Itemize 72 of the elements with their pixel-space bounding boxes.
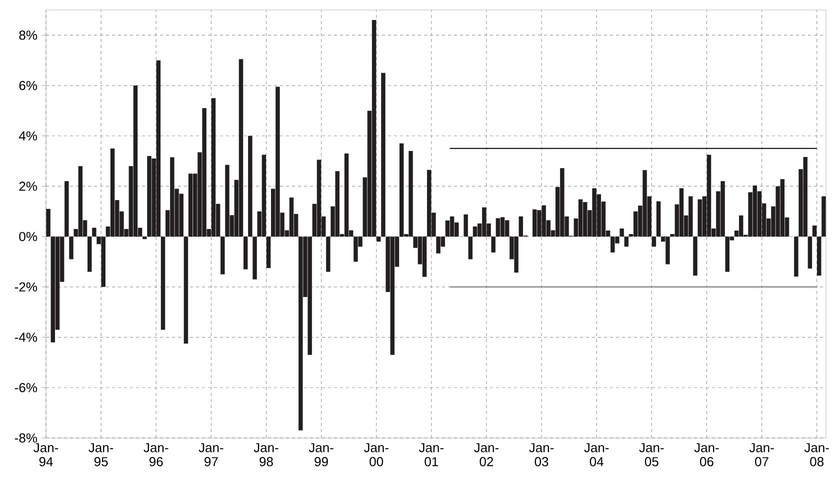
bar bbox=[706, 154, 712, 237]
y-tick-label: 2% bbox=[19, 182, 38, 191]
bar bbox=[133, 86, 138, 237]
bar bbox=[92, 228, 96, 237]
bar bbox=[381, 72, 386, 237]
bar bbox=[464, 214, 468, 237]
y-tick-label: -4% bbox=[14, 332, 38, 342]
y-tick-label: 8% bbox=[19, 30, 38, 40]
bar bbox=[679, 188, 684, 237]
bar bbox=[248, 136, 252, 237]
bar bbox=[262, 154, 266, 237]
bar bbox=[142, 236, 147, 240]
bar bbox=[624, 236, 629, 247]
bar bbox=[160, 236, 166, 330]
bar bbox=[64, 181, 69, 237]
bar bbox=[496, 218, 500, 237]
bar bbox=[266, 236, 271, 268]
y-tick-label: 6% bbox=[19, 80, 38, 90]
x-tick-label: Jan-05 bbox=[639, 443, 664, 466]
bar bbox=[822, 196, 826, 237]
x-tick-label: Jan-99 bbox=[308, 443, 334, 466]
bar bbox=[652, 236, 656, 247]
bar bbox=[500, 217, 505, 237]
bar bbox=[289, 198, 294, 237]
x-tick-label: Jan-96 bbox=[144, 443, 168, 466]
x-tick-label: Jan-07 bbox=[749, 443, 774, 466]
x-tick-label: Jan-97 bbox=[198, 443, 224, 466]
y-tick-label: 4% bbox=[18, 131, 38, 140]
x-tick-label: Jan-01 bbox=[418, 443, 444, 466]
bar bbox=[693, 236, 698, 276]
bar bbox=[472, 226, 478, 237]
bar bbox=[252, 236, 257, 280]
bar bbox=[184, 236, 188, 344]
x-tick-label: Jan-08 bbox=[804, 443, 829, 466]
bar bbox=[578, 199, 583, 237]
y-tick-label: -8% bbox=[14, 433, 38, 443]
bar bbox=[188, 174, 193, 237]
bar bbox=[422, 236, 427, 277]
bar bbox=[794, 236, 798, 277]
bar bbox=[491, 236, 496, 252]
y-tick-label: -2% bbox=[14, 282, 38, 292]
bar bbox=[344, 153, 349, 237]
x-tick-label: Jan-02 bbox=[474, 443, 499, 466]
bar bbox=[69, 236, 74, 260]
bar bbox=[50, 236, 56, 342]
bar bbox=[817, 236, 822, 276]
bar bbox=[620, 228, 624, 237]
y-tick-label: -6% bbox=[14, 383, 38, 392]
bar bbox=[812, 225, 817, 237]
bar bbox=[243, 236, 248, 270]
bar bbox=[238, 59, 244, 237]
bar bbox=[372, 20, 376, 237]
bar bbox=[211, 98, 216, 237]
x-tick-label: Jan-00 bbox=[364, 443, 388, 466]
bar bbox=[46, 208, 50, 237]
bar bbox=[808, 236, 812, 269]
bar bbox=[326, 236, 330, 272]
x-tick-label: Jan-95 bbox=[88, 443, 114, 466]
x-tick-label: Jan-04 bbox=[584, 443, 609, 466]
bar bbox=[316, 160, 322, 237]
x-tick-label: Jan-94 bbox=[34, 443, 58, 466]
bar bbox=[376, 236, 381, 242]
bar bbox=[656, 201, 661, 237]
x-tick-label: Jan-03 bbox=[529, 443, 554, 466]
bar bbox=[468, 236, 473, 260]
y-tick-label: 0% bbox=[19, 232, 38, 242]
x-tick-label: Jan-06 bbox=[694, 443, 719, 466]
bar bbox=[220, 236, 225, 274]
bar bbox=[87, 236, 92, 272]
bar bbox=[110, 148, 115, 237]
x-tick-label: Jan-98 bbox=[254, 443, 278, 466]
bar bbox=[445, 220, 450, 237]
